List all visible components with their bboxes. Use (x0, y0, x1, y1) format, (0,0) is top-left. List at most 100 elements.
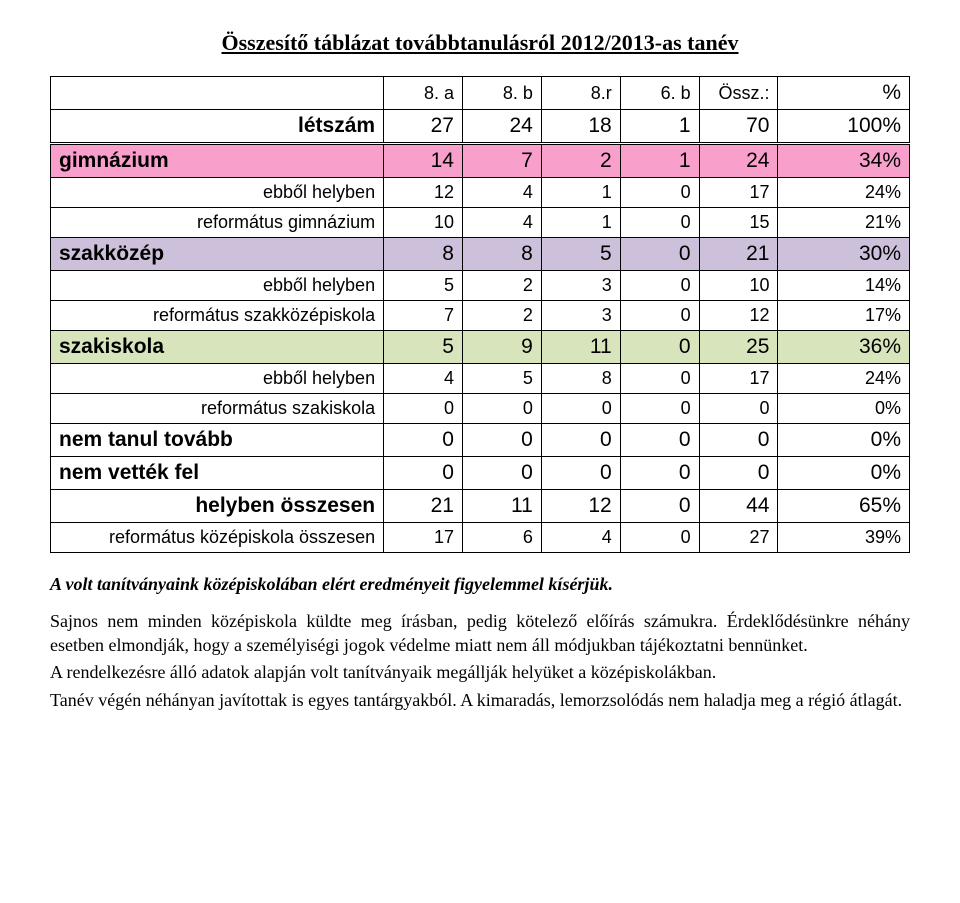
cell-value: 11 (541, 331, 620, 364)
cell-value: 25 (699, 331, 778, 364)
cell-percent: 14% (778, 271, 910, 301)
para-body-1: Sajnos nem minden középiskola küldte meg… (50, 610, 910, 657)
cell-value: 14 (384, 144, 463, 178)
cell-value: 3 (541, 301, 620, 331)
para-body-2: A rendelkezésre álló adatok alapján volt… (50, 661, 910, 684)
cell-percent: 36% (778, 331, 910, 364)
cell-value: 12 (699, 301, 778, 331)
cell-value: 18 (541, 110, 620, 144)
cell-value: 4 (462, 208, 541, 238)
table-header-row: 8. a 8. b 8.r 6. b Össz.: % (51, 77, 910, 110)
cell-value: 2 (541, 144, 620, 178)
cell-percent: 21% (778, 208, 910, 238)
row-label: helyben összesen (51, 490, 384, 523)
table-row: református szakiskola000000% (51, 394, 910, 424)
table-row: helyben összesen21111204465% (51, 490, 910, 523)
cell-value: 0 (541, 424, 620, 457)
cell-value: 4 (384, 364, 463, 394)
cell-value: 27 (384, 110, 463, 144)
table-row: szakközép88502130% (51, 238, 910, 271)
cell-value: 10 (699, 271, 778, 301)
cell-value: 0 (620, 457, 699, 490)
cell-percent: 17% (778, 301, 910, 331)
cell-percent: 0% (778, 457, 910, 490)
row-label: létszám (51, 110, 384, 144)
cell-percent: 0% (778, 394, 910, 424)
cell-value: 0 (384, 424, 463, 457)
cell-value: 24 (462, 110, 541, 144)
table-row: szakiskola591102536% (51, 331, 910, 364)
table-row: református szakközépiskola72301217% (51, 301, 910, 331)
cell-value: 17 (384, 523, 463, 553)
col-header-pct: % (778, 77, 910, 110)
cell-value: 4 (541, 523, 620, 553)
cell-value: 0 (620, 238, 699, 271)
row-label: gimnázium (51, 144, 384, 178)
cell-value: 15 (699, 208, 778, 238)
cell-value: 24 (699, 144, 778, 178)
cell-value: 0 (699, 394, 778, 424)
cell-value: 7 (384, 301, 463, 331)
col-header-6b: 6. b (620, 77, 699, 110)
table-row: létszám272418170100% (51, 110, 910, 144)
cell-value: 11 (462, 490, 541, 523)
table-row: nem vették fel000000% (51, 457, 910, 490)
cell-value: 5 (384, 331, 463, 364)
cell-value: 7 (462, 144, 541, 178)
para-followup: A volt tanítványaink középiskolában elér… (50, 573, 910, 596)
row-label: ebből helyben (51, 364, 384, 394)
cell-value: 0 (699, 424, 778, 457)
para-body-3: Tanév végén néhányan javítottak is egyes… (50, 689, 910, 712)
table-row: ebből helyben52301014% (51, 271, 910, 301)
table-row: református gimnázium104101521% (51, 208, 910, 238)
row-label: református szakközépiskola (51, 301, 384, 331)
cell-value: 0 (462, 394, 541, 424)
cell-value: 12 (384, 178, 463, 208)
cell-value: 17 (699, 364, 778, 394)
summary-table: 8. a 8. b 8.r 6. b Össz.: % létszám27241… (50, 76, 910, 553)
cell-value: 12 (541, 490, 620, 523)
cell-value: 0 (620, 331, 699, 364)
col-header-8b: 8. b (462, 77, 541, 110)
cell-value: 0 (541, 394, 620, 424)
row-label: nem tanul tovább (51, 424, 384, 457)
cell-value: 0 (462, 457, 541, 490)
row-label: református középiskola összesen (51, 523, 384, 553)
cell-percent: 39% (778, 523, 910, 553)
cell-value: 0 (620, 271, 699, 301)
cell-value: 0 (462, 424, 541, 457)
cell-value: 0 (541, 457, 620, 490)
cell-percent: 65% (778, 490, 910, 523)
cell-percent: 24% (778, 364, 910, 394)
cell-value: 5 (462, 364, 541, 394)
cell-value: 4 (462, 178, 541, 208)
cell-value: 0 (620, 364, 699, 394)
cell-value: 8 (541, 364, 620, 394)
cell-value: 0 (620, 178, 699, 208)
cell-value: 1 (620, 110, 699, 144)
cell-value: 70 (699, 110, 778, 144)
cell-value: 1 (541, 178, 620, 208)
table-row: református középiskola összesen176402739… (51, 523, 910, 553)
cell-value: 8 (384, 238, 463, 271)
cell-value: 0 (620, 424, 699, 457)
cell-value: 0 (620, 394, 699, 424)
cell-value: 0 (384, 457, 463, 490)
cell-value: 9 (462, 331, 541, 364)
cell-value: 5 (541, 238, 620, 271)
table-row: ebből helyben45801724% (51, 364, 910, 394)
row-label: református gimnázium (51, 208, 384, 238)
cell-value: 0 (620, 490, 699, 523)
cell-value: 44 (699, 490, 778, 523)
row-label: nem vették fel (51, 457, 384, 490)
cell-value: 0 (620, 301, 699, 331)
cell-value: 21 (699, 238, 778, 271)
cell-percent: 100% (778, 110, 910, 144)
cell-value: 21 (384, 490, 463, 523)
col-header-8r: 8.r (541, 77, 620, 110)
row-label: szakiskola (51, 331, 384, 364)
page-title: Összesítő táblázat továbbtanulásról 2012… (50, 30, 910, 56)
table-row: ebből helyben124101724% (51, 178, 910, 208)
row-label: ebből helyben (51, 271, 384, 301)
cell-value: 1 (541, 208, 620, 238)
